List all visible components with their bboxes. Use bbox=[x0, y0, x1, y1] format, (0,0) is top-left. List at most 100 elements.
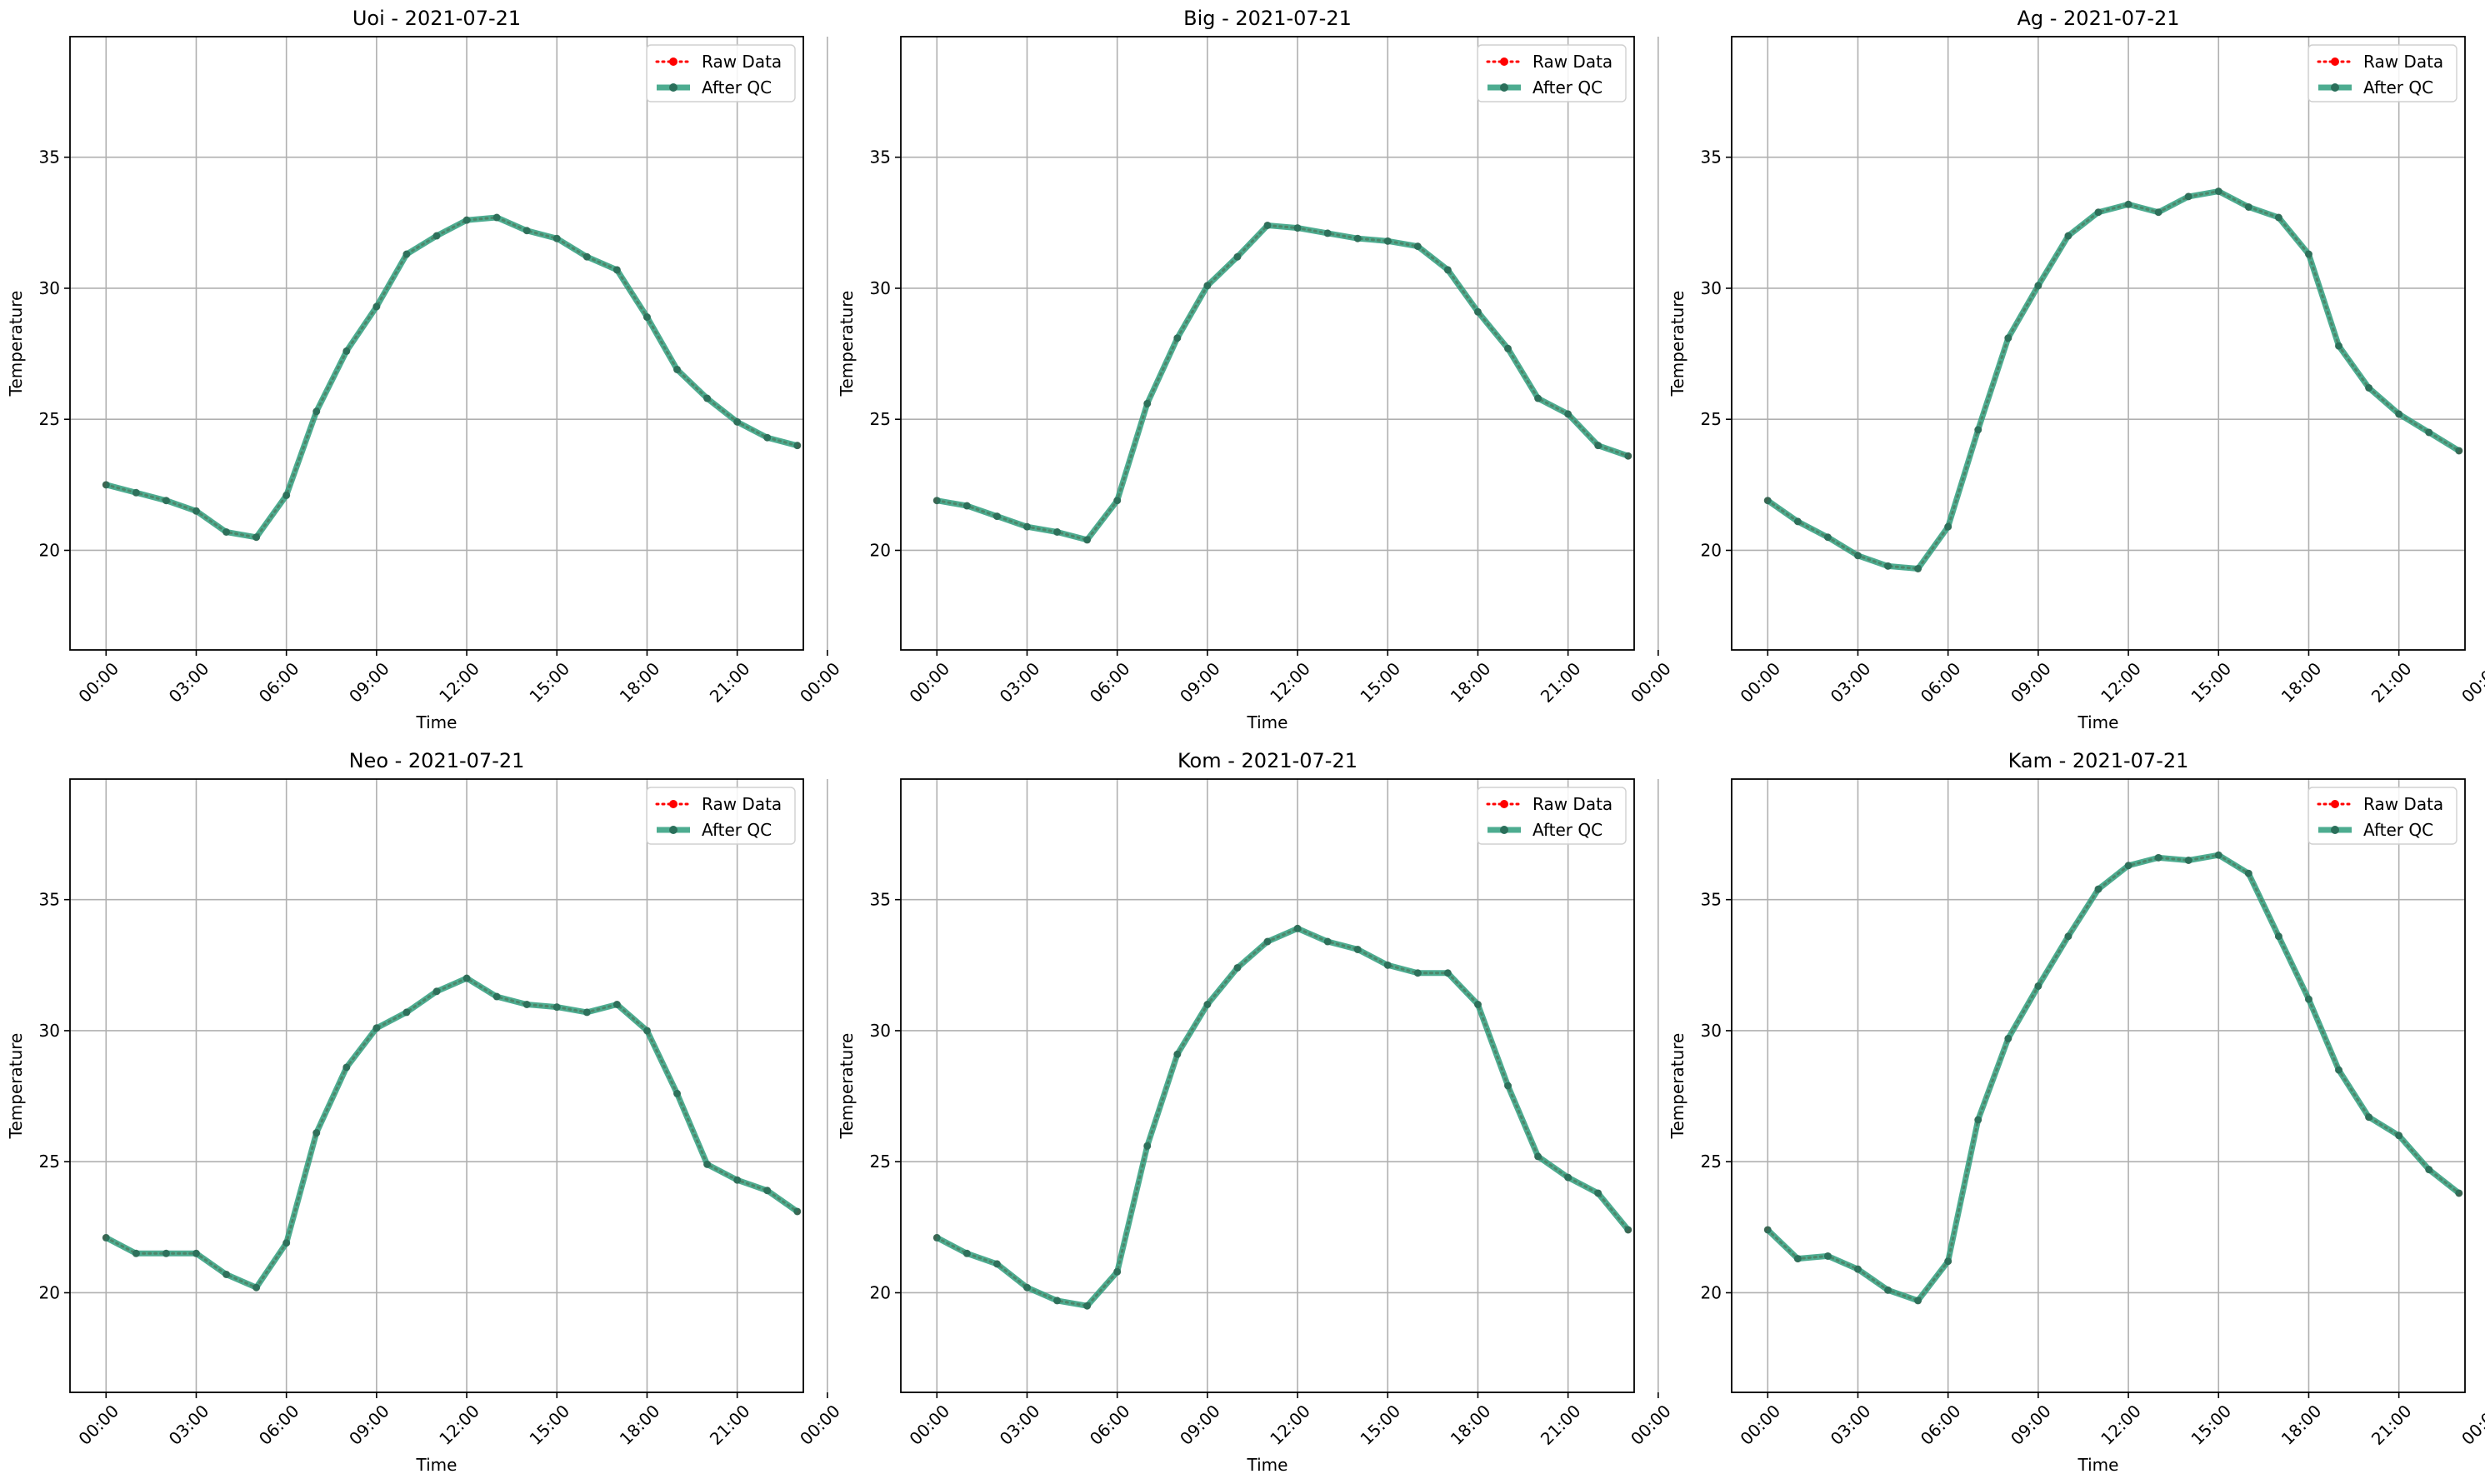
y-tick-label: 20 bbox=[870, 540, 891, 560]
legend-raw-marker bbox=[1500, 57, 1508, 66]
x-tick-label: 12:00 bbox=[1266, 1401, 1314, 1449]
after-qc-point bbox=[1022, 522, 1031, 531]
x-tick-label: 18:00 bbox=[1447, 1401, 1495, 1449]
after-qc-point bbox=[1504, 344, 1512, 352]
y-tick-label: 30 bbox=[870, 1021, 891, 1041]
after-qc-point bbox=[552, 234, 561, 242]
x-tick-label: 12:00 bbox=[1266, 658, 1314, 707]
after-qc-point bbox=[312, 1129, 321, 1137]
legend-qc-marker bbox=[2331, 826, 2339, 834]
after-qc-point bbox=[1113, 1267, 1122, 1276]
after-qc-point bbox=[2004, 1034, 2012, 1042]
after-qc-point bbox=[673, 1089, 682, 1097]
x-axis-label: Time bbox=[1247, 712, 1288, 732]
after-qc-point bbox=[1233, 963, 1242, 972]
x-axis-label: Time bbox=[416, 712, 458, 732]
after-qc-point bbox=[1173, 334, 1182, 342]
y-axis-label: Temperature bbox=[837, 291, 857, 397]
x-tick-label: 15:00 bbox=[2187, 1401, 2235, 1449]
y-tick-label: 25 bbox=[39, 409, 60, 429]
y-tick-label: 35 bbox=[39, 890, 60, 910]
after-qc-point bbox=[2455, 1189, 2463, 1197]
after-qc-point bbox=[673, 365, 682, 373]
after-qc-point bbox=[162, 1249, 170, 1257]
after-qc-point bbox=[1173, 1050, 1182, 1058]
x-tick-label: 15:00 bbox=[1356, 1401, 1404, 1449]
after-qc-point bbox=[962, 1249, 971, 1257]
after-qc-point bbox=[192, 1249, 200, 1257]
after-qc-point bbox=[2154, 208, 2162, 217]
after-qc-point bbox=[282, 491, 291, 499]
x-tick-label: 00:00 bbox=[905, 658, 953, 707]
after-qc-point bbox=[932, 497, 941, 505]
after-qc-point bbox=[522, 1000, 531, 1008]
after-qc-point bbox=[1053, 1297, 1062, 1305]
after-qc-point bbox=[2064, 932, 2072, 941]
after-qc-point bbox=[432, 987, 441, 996]
y-tick-label: 30 bbox=[39, 278, 60, 298]
subplot-title: Uoi - 2021-07-21 bbox=[352, 7, 521, 30]
x-tick-label: 00:00 bbox=[1627, 1401, 1675, 1449]
x-tick-label: 06:00 bbox=[1086, 658, 1134, 707]
x-tick-label: 00:00 bbox=[1736, 658, 1784, 707]
legend-qc-marker bbox=[669, 826, 678, 834]
after-qc-point bbox=[2274, 932, 2282, 941]
subplot-4: 00:00 03:00 06:00 09:00 12:00 15:00 18:00 21:00… bbox=[837, 749, 1675, 1475]
subplot-3: 00:00 03:00 06:00 09:00 12:00 15:00 18:00 21:00… bbox=[6, 749, 844, 1475]
after-qc-point bbox=[522, 227, 531, 235]
x-tick-label: 03:00 bbox=[1827, 1401, 1875, 1449]
after-qc-point bbox=[2425, 428, 2433, 437]
after-qc-line bbox=[105, 214, 798, 541]
after-qc-point bbox=[1564, 1173, 1572, 1182]
after-qc-point bbox=[793, 1207, 802, 1216]
legend-label: After QC bbox=[2363, 77, 2433, 97]
after-qc-point bbox=[1473, 1000, 1482, 1008]
x-tick-label: 21:00 bbox=[706, 658, 754, 707]
axes-frame bbox=[69, 36, 804, 651]
after-qc-point bbox=[402, 1008, 411, 1017]
after-qc-point bbox=[2064, 232, 2072, 240]
after-qc-point bbox=[2184, 192, 2192, 201]
axes-frame bbox=[1731, 778, 2466, 1393]
after-qc-point bbox=[1083, 1302, 1092, 1310]
y-tick-label: 20 bbox=[39, 540, 60, 560]
legend-raw-marker bbox=[2331, 800, 2339, 808]
after-qc-point bbox=[102, 481, 110, 489]
after-qc-point bbox=[1413, 242, 1422, 251]
legend-label: Raw Data bbox=[702, 794, 782, 814]
x-axis-label: Time bbox=[2078, 1455, 2119, 1475]
after-qc-point bbox=[2154, 853, 2162, 862]
after-qc-point bbox=[763, 1187, 772, 1195]
raw-data-line bbox=[1766, 190, 2461, 571]
x-tick-label: 18:00 bbox=[616, 1401, 664, 1449]
after-qc-point bbox=[2124, 862, 2132, 870]
after-qc-point bbox=[1793, 517, 1802, 526]
after-qc-point bbox=[992, 1260, 1001, 1268]
after-qc-point bbox=[1884, 562, 1892, 570]
x-tick-label: 09:00 bbox=[2007, 658, 2055, 707]
y-tick-label: 20 bbox=[1701, 1282, 1722, 1302]
legend-qc-marker bbox=[1500, 826, 1508, 834]
x-tick-label: 03:00 bbox=[996, 1401, 1044, 1449]
after-qc-point bbox=[1383, 237, 1392, 245]
after-qc-point bbox=[282, 1239, 291, 1247]
axes-frame bbox=[900, 778, 1635, 1393]
x-tick-label: 21:00 bbox=[2368, 658, 2416, 707]
axes-frame bbox=[1731, 36, 2466, 651]
x-tick-label: 06:00 bbox=[1086, 1401, 1134, 1449]
x-tick-label: 21:00 bbox=[1537, 1401, 1585, 1449]
y-tick-label: 35 bbox=[1701, 890, 1722, 910]
after-qc-point bbox=[2274, 213, 2282, 222]
x-tick-label: 21:00 bbox=[706, 1401, 754, 1449]
after-qc-point bbox=[462, 216, 471, 224]
y-tick-label: 25 bbox=[1701, 409, 1722, 429]
x-tick-label: 00:00 bbox=[2458, 658, 2485, 707]
after-qc-point bbox=[612, 1000, 621, 1008]
after-qc-point bbox=[1624, 452, 1632, 460]
after-qc-point bbox=[1143, 399, 1152, 407]
legend: Raw Data After QC bbox=[1477, 44, 1627, 102]
after-qc-point bbox=[192, 507, 200, 515]
x-tick-label: 00:00 bbox=[1736, 1401, 1784, 1449]
subplot-title: Ag - 2021-07-21 bbox=[2017, 7, 2179, 30]
after-qc-point bbox=[252, 533, 261, 542]
